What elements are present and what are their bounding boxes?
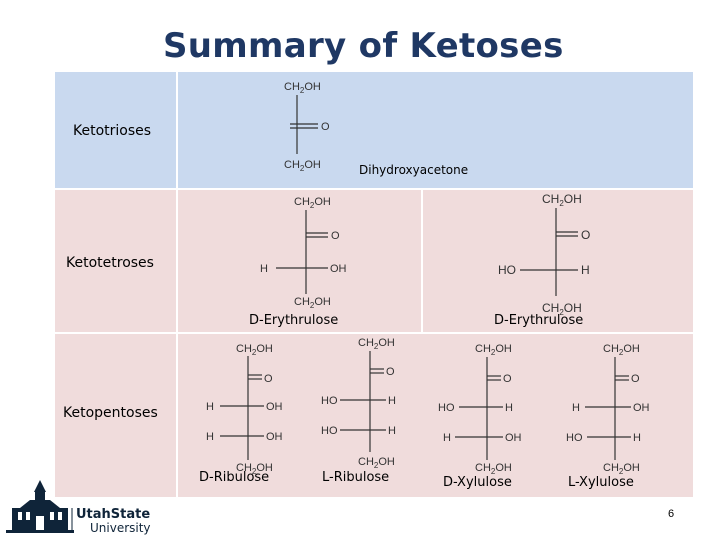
svg-text:HO: HO xyxy=(321,425,338,437)
l-ribulose-structure: CH2OH O HO H HO H CH2OH xyxy=(321,337,396,470)
d-erythrulose-caption-2: D-Erythrulose xyxy=(494,313,584,328)
svg-text:CH2OH: CH2OH xyxy=(603,343,640,357)
svg-text:O: O xyxy=(264,373,273,385)
cell-divider xyxy=(421,190,423,332)
ketotrioses-label: Ketotrioses xyxy=(73,123,152,139)
old-main-tower-icon xyxy=(6,480,74,533)
svg-text:OH: OH xyxy=(505,432,522,444)
svg-text:CH2OH: CH2OH xyxy=(294,296,331,310)
svg-text:H: H xyxy=(633,432,641,444)
svg-text:H: H xyxy=(388,425,396,437)
svg-text:OH: OH xyxy=(330,263,347,275)
ch2oh-top-label: CH2OH xyxy=(284,81,321,95)
svg-text:H: H xyxy=(505,402,513,414)
svg-text:H: H xyxy=(581,263,590,277)
d-xylulose-structure: CH2OH O HO H H OH CH2OH xyxy=(438,343,522,476)
svg-text:H: H xyxy=(206,431,214,443)
ketotetroses-label: Ketotetroses xyxy=(66,255,154,271)
svg-text:CH2OH: CH2OH xyxy=(358,337,395,351)
d-xylulose-caption: D-Xylulose xyxy=(443,475,512,490)
svg-text:CH2OH: CH2OH xyxy=(358,456,395,470)
svg-text:CH2OH: CH2OH xyxy=(236,343,273,357)
column-divider xyxy=(176,72,178,497)
ketotrioses-row xyxy=(55,72,693,188)
ketopentoses-label: Ketopentoses xyxy=(63,405,158,421)
svg-text:HO: HO xyxy=(438,402,455,414)
svg-text:CH2OH: CH2OH xyxy=(236,462,273,476)
ch2oh-bottom-label: CH2OH xyxy=(284,159,321,173)
ketotetroses-row xyxy=(55,190,693,332)
svg-text:H: H xyxy=(388,395,396,407)
svg-text:CH2OH: CH2OH xyxy=(603,462,640,476)
svg-text:CH2OH: CH2OH xyxy=(475,462,512,476)
svg-text:OH: OH xyxy=(266,401,283,413)
svg-text:CH2OH: CH2OH xyxy=(475,343,512,357)
svg-text:H: H xyxy=(260,263,268,275)
d-erythrulose-caption: D-Erythrulose xyxy=(249,313,339,328)
svg-text:HO: HO xyxy=(321,395,338,407)
slide-title: Summary of Ketoses xyxy=(163,26,564,66)
carbonyl-o-label: O xyxy=(321,121,330,133)
dihydroxyacetone-caption: Dihydroxyacetone xyxy=(359,163,469,177)
dihydroxyacetone-structure: CH2OH O CH2OH xyxy=(284,81,330,173)
svg-text:H: H xyxy=(572,402,580,414)
svg-text:O: O xyxy=(331,230,340,242)
d-erythrulose-structure-2: CH2OH O HO H CH2OH xyxy=(498,192,590,317)
l-xylulose-caption: L-Xylulose xyxy=(568,475,634,490)
page-number: 6 xyxy=(668,508,675,520)
svg-text:HO: HO xyxy=(498,263,516,277)
svg-text:O: O xyxy=(581,228,590,242)
ketopentoses-row xyxy=(55,334,693,497)
svg-text:O: O xyxy=(631,373,640,385)
svg-text:O: O xyxy=(386,366,395,378)
svg-text:CH2OH: CH2OH xyxy=(542,301,582,317)
university-logo: UtahState University xyxy=(6,480,151,535)
d-ribulose-caption: D-Ribulose xyxy=(199,470,270,485)
svg-text:H: H xyxy=(206,401,214,413)
l-ribulose-caption: L-Ribulose xyxy=(322,470,390,485)
svg-text:CH2OH: CH2OH xyxy=(294,196,331,210)
svg-text:H: H xyxy=(443,432,451,444)
svg-text:OH: OH xyxy=(633,402,650,414)
svg-text:OH: OH xyxy=(266,431,283,443)
logo-line1: UtahState xyxy=(76,507,150,522)
logo-line2: University xyxy=(90,521,151,535)
svg-text:CH2OH: CH2OH xyxy=(542,192,582,208)
l-xylulose-structure: CH2OH O H OH HO H CH2OH xyxy=(566,343,650,476)
svg-text:O: O xyxy=(503,373,512,385)
svg-text:HO: HO xyxy=(566,432,583,444)
d-erythrulose-structure: CH2OH O H OH CH2OH xyxy=(260,196,347,310)
d-ribulose-structure: CH2OH O H OH H OH CH2OH xyxy=(206,343,283,476)
